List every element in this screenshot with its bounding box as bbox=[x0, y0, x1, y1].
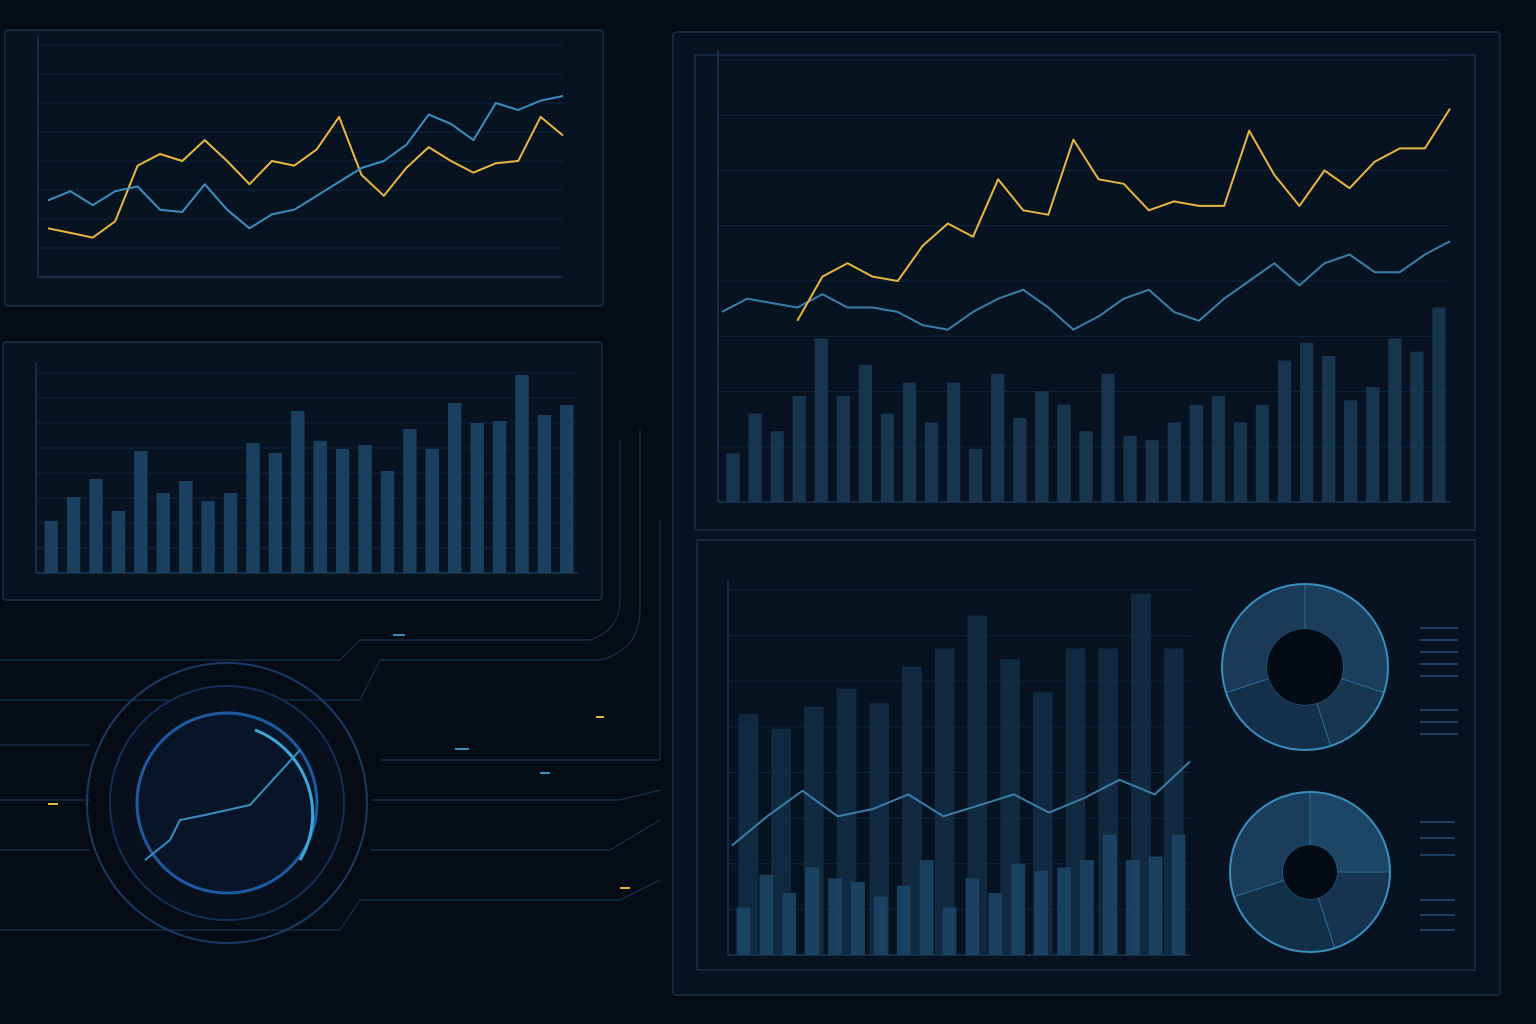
bar bbox=[1388, 338, 1402, 502]
bar bbox=[560, 405, 574, 573]
pie-hole bbox=[1283, 845, 1337, 899]
bar bbox=[726, 453, 740, 502]
bar bbox=[991, 373, 1005, 502]
bar bbox=[736, 907, 751, 955]
bar bbox=[1102, 834, 1117, 955]
bar bbox=[965, 878, 980, 955]
bar bbox=[1432, 307, 1446, 502]
bar bbox=[858, 364, 873, 502]
circuit-lines bbox=[0, 430, 661, 931]
bar bbox=[902, 666, 922, 955]
bar bbox=[1057, 867, 1071, 955]
bar bbox=[492, 421, 507, 573]
bar bbox=[111, 511, 126, 573]
bar bbox=[1035, 391, 1049, 502]
bar bbox=[967, 615, 988, 955]
line bbox=[796, 108, 1451, 322]
bar bbox=[1079, 431, 1093, 502]
bar bbox=[44, 521, 58, 573]
bar bbox=[89, 479, 103, 573]
bar bbox=[178, 481, 193, 573]
bar bbox=[1255, 404, 1270, 502]
bar bbox=[805, 867, 820, 955]
bar bbox=[425, 449, 440, 573]
bar bbox=[470, 423, 484, 573]
bar bbox=[738, 714, 759, 955]
bar bbox=[880, 413, 895, 502]
bar bbox=[942, 907, 957, 955]
bar bbox=[782, 892, 797, 955]
bar bbox=[515, 375, 529, 573]
bar bbox=[1277, 360, 1292, 502]
bar bbox=[836, 395, 850, 502]
bar bbox=[770, 431, 784, 502]
bar bbox=[1233, 422, 1248, 502]
bar bbox=[380, 471, 395, 573]
bar bbox=[814, 338, 828, 502]
bar bbox=[1410, 351, 1424, 502]
pie-ring bbox=[1229, 791, 1391, 953]
bar bbox=[828, 878, 842, 955]
bar bbox=[537, 415, 552, 573]
bar bbox=[1123, 435, 1137, 502]
panel bbox=[4, 29, 604, 307]
bar bbox=[313, 441, 327, 573]
bar bbox=[291, 411, 305, 573]
bar bbox=[1171, 834, 1186, 955]
bar bbox=[919, 860, 934, 955]
bar bbox=[1057, 404, 1071, 502]
bar bbox=[358, 445, 372, 573]
bar bbox=[1011, 863, 1026, 955]
bar bbox=[748, 413, 762, 502]
bar bbox=[268, 453, 283, 573]
bar bbox=[1145, 440, 1159, 502]
bar bbox=[201, 501, 215, 573]
bar bbox=[873, 896, 888, 955]
bar bbox=[403, 429, 417, 573]
legend-lines bbox=[1420, 627, 1458, 931]
bar bbox=[246, 443, 260, 573]
bar bbox=[869, 703, 890, 955]
line bbox=[721, 240, 1451, 331]
bar bbox=[156, 493, 171, 573]
bar bbox=[1299, 342, 1314, 502]
bar bbox=[66, 497, 81, 573]
bar bbox=[896, 885, 911, 955]
bar bbox=[1080, 860, 1094, 955]
bar bbox=[1322, 356, 1336, 502]
bar bbox=[1344, 400, 1358, 502]
bar bbox=[924, 422, 939, 502]
bar bbox=[1167, 422, 1181, 502]
bar bbox=[947, 382, 961, 502]
bar bbox=[851, 882, 865, 955]
bar bbox=[792, 395, 806, 502]
bar bbox=[759, 874, 774, 955]
bar bbox=[1211, 395, 1225, 502]
bar bbox=[134, 451, 148, 573]
bar bbox=[1189, 404, 1203, 502]
bar bbox=[1148, 856, 1163, 955]
bar bbox=[223, 493, 238, 573]
bar bbox=[1013, 418, 1027, 502]
line bbox=[47, 115, 564, 239]
pie-hole bbox=[1267, 629, 1343, 705]
bar bbox=[335, 449, 350, 573]
bar bbox=[934, 648, 955, 955]
line bbox=[731, 760, 1191, 847]
bar bbox=[988, 892, 1003, 955]
line bbox=[47, 95, 564, 230]
bar bbox=[447, 403, 462, 573]
gauge bbox=[86, 662, 368, 944]
bar bbox=[969, 448, 983, 502]
bar bbox=[1101, 373, 1115, 502]
bar bbox=[1125, 860, 1140, 955]
pie-ring bbox=[1221, 583, 1389, 751]
bar bbox=[1034, 871, 1049, 955]
bar bbox=[902, 382, 917, 502]
bar bbox=[1366, 387, 1380, 502]
